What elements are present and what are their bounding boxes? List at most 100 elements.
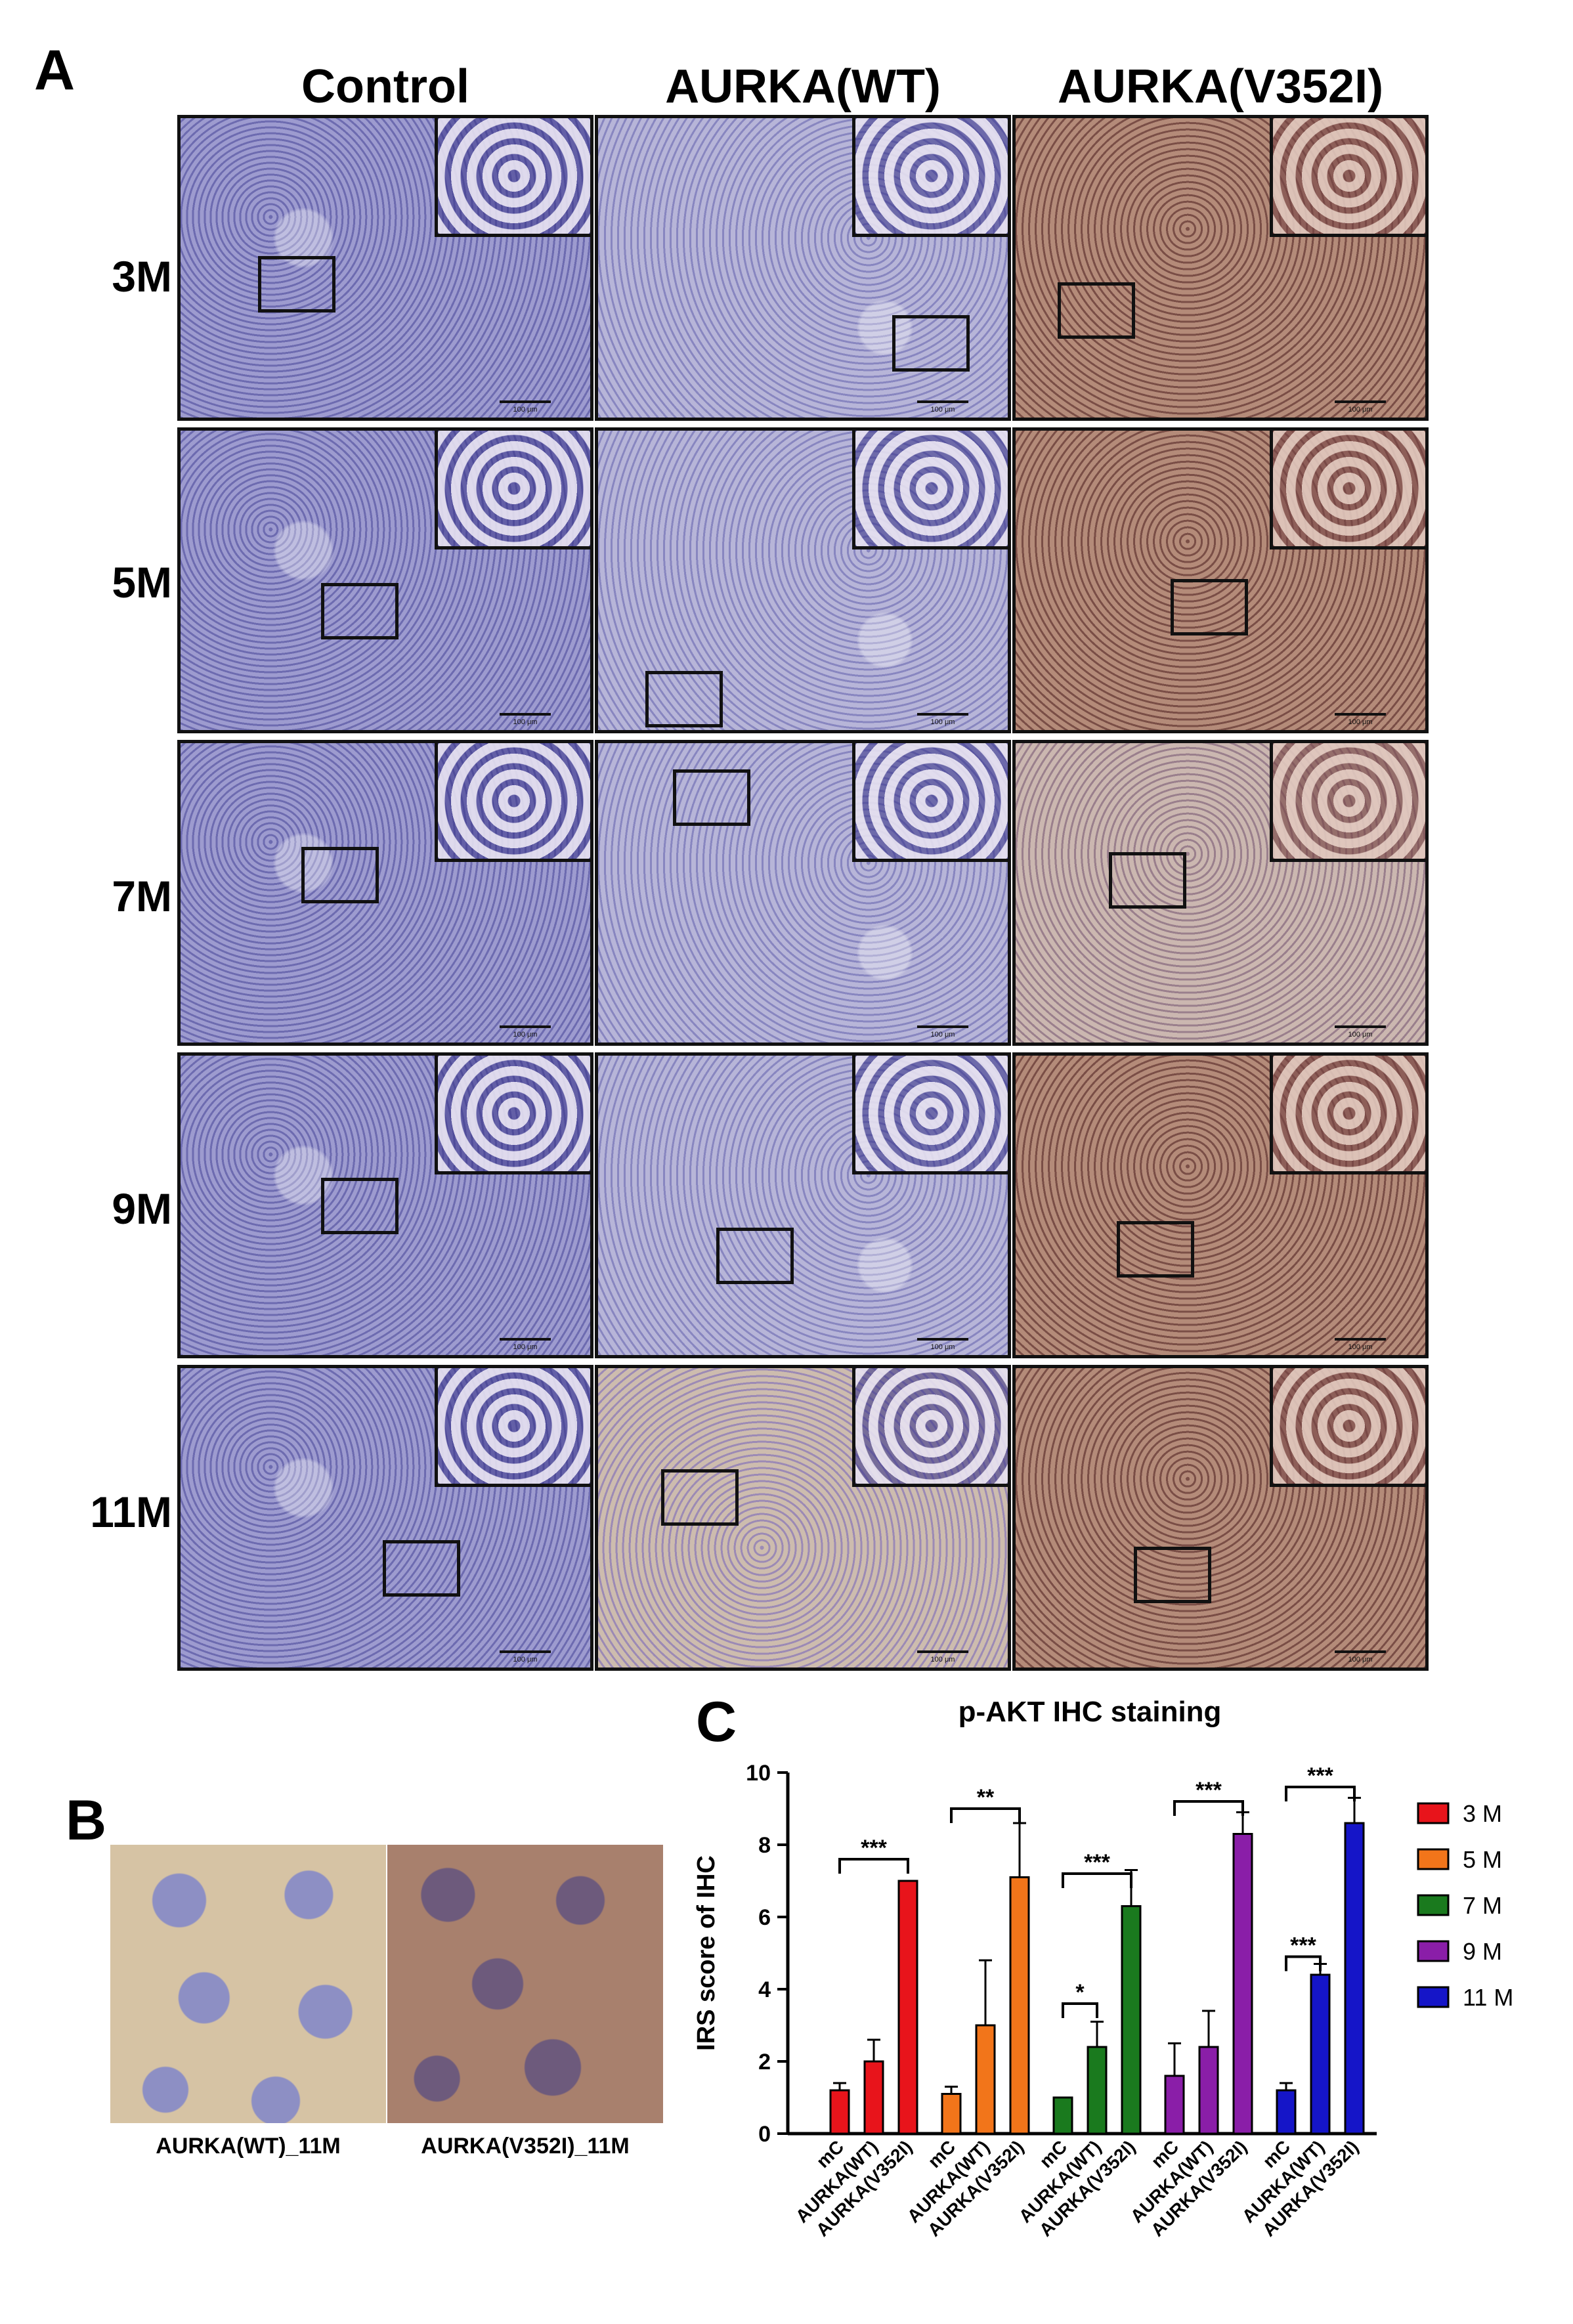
bar <box>975 2024 996 2135</box>
region-of-interest-box <box>892 315 970 372</box>
bar <box>863 2060 884 2135</box>
row-label-3m: 3M <box>112 252 172 301</box>
row-label-7m: 7M <box>112 872 172 920</box>
scale-bar-label: 100 μm <box>513 406 538 414</box>
micrograph-wt-3m: 100 μm <box>595 115 1011 421</box>
region-of-interest-box <box>1117 1221 1194 1278</box>
scale-bar <box>500 1650 551 1653</box>
scale-bar <box>917 713 968 716</box>
bar <box>897 1880 918 2135</box>
micrograph-control-7m: 100 μm <box>177 740 593 1046</box>
significance-bracket <box>1062 1872 1132 1888</box>
scale-bar <box>917 1650 968 1653</box>
region-of-interest-box <box>645 671 723 727</box>
micrograph-wt-7m: 100 μm <box>595 740 1011 1046</box>
significance-bracket <box>838 1858 909 1874</box>
significance-bracket <box>1285 1786 1356 1801</box>
inset-zoom <box>852 431 1008 549</box>
row-label-5m: 5M <box>112 558 172 607</box>
scale-bar <box>500 400 551 403</box>
legend-label: 7 M <box>1463 1892 1502 1919</box>
scale-bar-label: 100 μm <box>930 718 955 726</box>
scale-bar <box>500 1338 551 1341</box>
legend-label: 11 M <box>1463 1984 1513 2011</box>
scale-bar-label: 100 μm <box>513 718 538 726</box>
inset-zoom <box>1270 743 1425 862</box>
inset-zoom <box>435 118 590 237</box>
magnified-micrograph-v352i-11m <box>387 1845 663 2123</box>
region-of-interest-box <box>321 1178 399 1234</box>
significance-bracket <box>1285 1955 1322 1971</box>
scale-bar-label: 100 μm <box>513 1656 538 1664</box>
micrograph-control-3m: 100 μm <box>177 115 593 421</box>
scale-bar-label: 100 μm <box>1348 1031 1373 1039</box>
scale-bar-label: 100 μm <box>513 1031 538 1039</box>
scale-bar-label: 100 μm <box>1348 1656 1373 1664</box>
panel-c-letter: C <box>696 1690 737 1754</box>
inset-zoom <box>852 1056 1008 1174</box>
scale-bar <box>1335 1338 1386 1341</box>
region-of-interest-box <box>1109 852 1186 909</box>
legend-label: 5 M <box>1463 1846 1502 1873</box>
region-of-interest-box <box>321 583 399 639</box>
scale-bar-label: 100 μm <box>513 1343 538 1351</box>
scale-bar <box>1335 400 1386 403</box>
caption-v352i-11m: AURKA(V352I)_11M <box>421 2134 630 2159</box>
significance-label: * <box>1075 1980 1085 2005</box>
micrograph-v352i-3m: 100 μm <box>1012 115 1429 421</box>
row-label-11m: 11M <box>90 1488 172 1536</box>
inset-zoom <box>1270 118 1425 237</box>
y-tick-label: 0 <box>758 2122 771 2147</box>
legend-label: 3 M <box>1463 1800 1502 1827</box>
magnified-micrograph-wt-11m <box>110 1845 386 2123</box>
region-of-interest-box <box>661 1469 739 1526</box>
y-tick-label: 4 <box>758 1977 771 2002</box>
irs-bar-chart: p-AKT IHC staining IRS score of IHC 0 2 4 6 8 1… <box>693 1696 1513 2241</box>
caption-wt-11m: AURKA(WT)_11M <box>156 2134 341 2159</box>
micrograph-wt-5m: 100 μm <box>595 427 1011 733</box>
bar <box>1276 2089 1297 2135</box>
legend-swatch <box>1417 1986 1450 2008</box>
scale-bar <box>1335 1650 1386 1653</box>
scale-bar <box>1335 1025 1386 1028</box>
inset-zoom <box>435 1056 590 1174</box>
micrograph-wt-11m: 100 μm <box>595 1365 1011 1671</box>
row-label-9m: 9M <box>112 1184 172 1233</box>
scale-bar-label: 100 μm <box>930 1656 955 1664</box>
bar <box>1344 1822 1365 2135</box>
significance-label: *** <box>1290 1933 1316 1958</box>
bar <box>1164 2075 1185 2135</box>
scale-bar-label: 100 μm <box>1348 406 1373 414</box>
significance-label: ** <box>977 1785 995 1810</box>
region-of-interest-box <box>301 847 379 903</box>
significance-label: *** <box>1307 1763 1333 1788</box>
scale-bar-label: 100 μm <box>930 406 955 414</box>
y-tick-label: 2 <box>758 2050 771 2075</box>
bar <box>1009 1876 1030 2135</box>
bar <box>1052 2096 1073 2135</box>
bar <box>1198 2046 1219 2135</box>
micrograph-control-5m: 100 μm <box>177 427 593 733</box>
scale-bar <box>917 400 968 403</box>
inset-zoom <box>852 743 1008 862</box>
significance-label: *** <box>861 1836 887 1861</box>
panel-a-letter: A <box>34 39 75 102</box>
inset-zoom <box>435 431 590 549</box>
chart-title: p-AKT IHC staining <box>959 1696 1222 1728</box>
scale-bar-label: 100 μm <box>930 1031 955 1039</box>
inset-zoom <box>1270 1056 1425 1174</box>
scale-bar <box>917 1338 968 1341</box>
micrograph-v352i-7m: 100 μm <box>1012 740 1429 1046</box>
significance-bracket <box>1173 1800 1244 1816</box>
micrograph-wt-9m: 100 μm <box>595 1052 1011 1358</box>
region-of-interest-box <box>258 256 335 312</box>
bar <box>1232 1833 1253 2135</box>
significance-label: *** <box>1084 1850 1110 1875</box>
region-of-interest-box <box>1171 579 1248 635</box>
bar <box>1087 2046 1108 2135</box>
region-of-interest-box <box>716 1228 794 1284</box>
inset-zoom <box>435 1368 590 1487</box>
region-of-interest-box <box>1058 282 1135 339</box>
micrograph-control-9m: 100 μm <box>177 1052 593 1358</box>
inset-zoom <box>435 743 590 862</box>
